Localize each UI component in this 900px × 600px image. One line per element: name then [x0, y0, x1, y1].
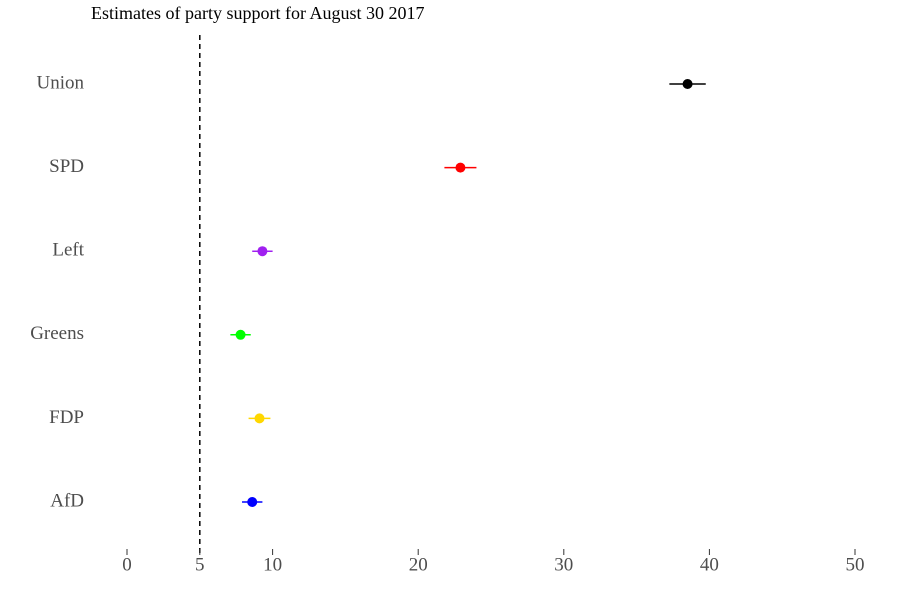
x-tick-label: 30: [554, 554, 573, 575]
x-tick-label: 10: [263, 554, 282, 575]
y-tick-label: AfD: [50, 490, 84, 511]
x-tick-label: 0: [122, 554, 132, 575]
x-tick-label: 50: [846, 554, 865, 575]
x-tick-label: 20: [409, 554, 428, 575]
chart-title: Estimates of party support for August 30…: [91, 3, 424, 23]
dot: [455, 162, 466, 173]
y-tick-label: Left: [52, 240, 84, 261]
dot: [682, 79, 693, 89]
dot: [235, 329, 246, 340]
y-tick-label: Greens: [30, 323, 84, 344]
dot: [257, 246, 268, 257]
x-tick-label: 40: [700, 554, 719, 575]
y-tick-label: Union: [37, 72, 85, 93]
dot: [247, 497, 258, 507]
dot: [254, 413, 265, 424]
y-tick-label: SPD: [49, 156, 84, 177]
x-tick-label: 5: [195, 554, 205, 575]
y-tick-label: FDP: [49, 407, 84, 428]
